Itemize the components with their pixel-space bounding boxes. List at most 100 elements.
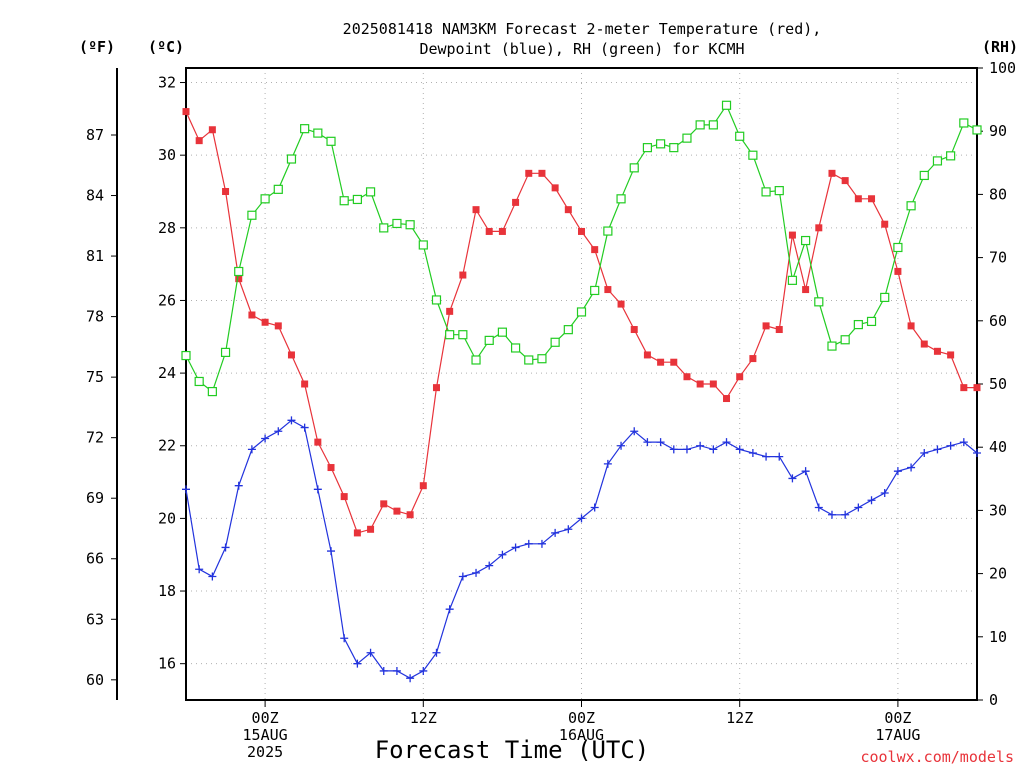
fahrenheit-tick-label: 66 [86, 550, 104, 568]
temperature-point [432, 384, 440, 392]
dewpoint-point [920, 449, 929, 458]
rh-point [735, 131, 745, 141]
rh-point [748, 150, 758, 160]
temperature-point [920, 340, 928, 348]
dewpoint-point [735, 445, 744, 454]
rh-point [471, 355, 481, 365]
temperature-point [274, 322, 282, 330]
temperature-point [340, 493, 348, 501]
rh-tick-label: 80 [989, 185, 1007, 203]
temperature-point [894, 267, 902, 275]
dewpoint-point [933, 445, 942, 454]
rh-point [484, 335, 494, 345]
rh-tick-label: 0 [989, 691, 998, 709]
dewpoint-point [432, 648, 441, 657]
fahrenheit-tick-label: 81 [86, 247, 104, 265]
rh-point [655, 139, 666, 149]
temperature-point [525, 169, 533, 177]
rh-point [972, 125, 982, 135]
rh-tick-label: 60 [989, 312, 1007, 330]
dewpoint-point [300, 423, 309, 432]
dewpoint-point [973, 449, 981, 458]
dewpoint-point [630, 427, 639, 436]
rh-point [339, 196, 349, 206]
x-tick-label: 00Z [884, 709, 911, 727]
dewpoint-point [472, 568, 481, 577]
dewpoint-point [643, 438, 652, 447]
series-dewpoint-group [182, 416, 981, 683]
dewpoint-point [195, 565, 204, 574]
temperature-point [973, 384, 981, 392]
temperature-point [696, 380, 704, 388]
temperature-point [736, 373, 744, 381]
rh-point [919, 170, 929, 181]
x-tick-label: 00Z [568, 709, 595, 727]
dewpoint-point [182, 485, 190, 494]
dewpoint-point [959, 438, 968, 447]
dewpoint-point [867, 496, 876, 505]
dewpoint-point [327, 547, 336, 556]
rh-unit-label: (RH) [982, 38, 1018, 56]
dewpoint-point [221, 543, 230, 552]
rh-tick-label: 50 [989, 375, 1007, 393]
rh-point [563, 325, 573, 335]
rh-point [431, 295, 442, 305]
temperature-point [868, 195, 876, 203]
temperature-point [406, 511, 414, 519]
temperature-point [683, 373, 691, 381]
dewpoint-point [208, 572, 217, 581]
dewpoint-point [234, 481, 243, 490]
fahrenheit-tick-label: 60 [86, 671, 104, 689]
rh-point [247, 210, 257, 220]
temperature-point [907, 322, 915, 330]
rh-point [194, 376, 204, 387]
axes [116, 67, 978, 701]
x-tick-label: 17AUG [875, 726, 920, 744]
fahrenheit-unit-label: (ºF) [79, 38, 115, 56]
fahrenheit-tick-label: 69 [86, 489, 104, 507]
celsius-tick-label: 26 [158, 291, 176, 309]
rh-point [695, 120, 705, 130]
x-tick-label: 12Z [410, 709, 437, 727]
dewpoint-point [261, 434, 270, 443]
dewpoint-point [419, 666, 428, 675]
rh-point [946, 151, 956, 161]
temperature-point [367, 525, 375, 533]
dewpoint-point [406, 674, 415, 683]
temperature-point [208, 126, 216, 134]
rh-point [497, 327, 507, 337]
temperature-point [749, 355, 757, 363]
rh-point [273, 184, 283, 194]
dewpoint-point [814, 503, 823, 512]
rh-point [300, 124, 310, 134]
temperature-point [723, 395, 731, 403]
dewpoint-point [656, 438, 665, 447]
dewpoint-point [458, 572, 467, 581]
dewpoint-point [564, 525, 573, 534]
rh-tick-label: 100 [989, 59, 1016, 77]
temperature-point [828, 169, 836, 177]
rh-point [682, 133, 692, 143]
celsius-tick-label: 28 [158, 219, 176, 237]
dewpoint-point [801, 467, 810, 476]
dewpoint-point [696, 441, 705, 450]
rh-point [590, 285, 600, 296]
temperature-point [485, 227, 493, 235]
temperature-point [709, 380, 717, 388]
rh-point [669, 143, 679, 153]
rh-point [207, 386, 217, 397]
rh-point [405, 220, 415, 230]
rh-point [840, 335, 850, 345]
rh-point [761, 187, 771, 197]
temperature-point [762, 322, 770, 330]
rh-point [787, 275, 798, 285]
rh-point [550, 337, 560, 347]
dewpoint-point [617, 441, 626, 450]
x-tick-label: 00Z [252, 709, 279, 727]
temperature-point [933, 347, 941, 355]
temperature-point [222, 187, 230, 195]
series-temperature-group [182, 108, 981, 537]
temperature-point [643, 351, 651, 359]
temperature-point [235, 275, 243, 283]
